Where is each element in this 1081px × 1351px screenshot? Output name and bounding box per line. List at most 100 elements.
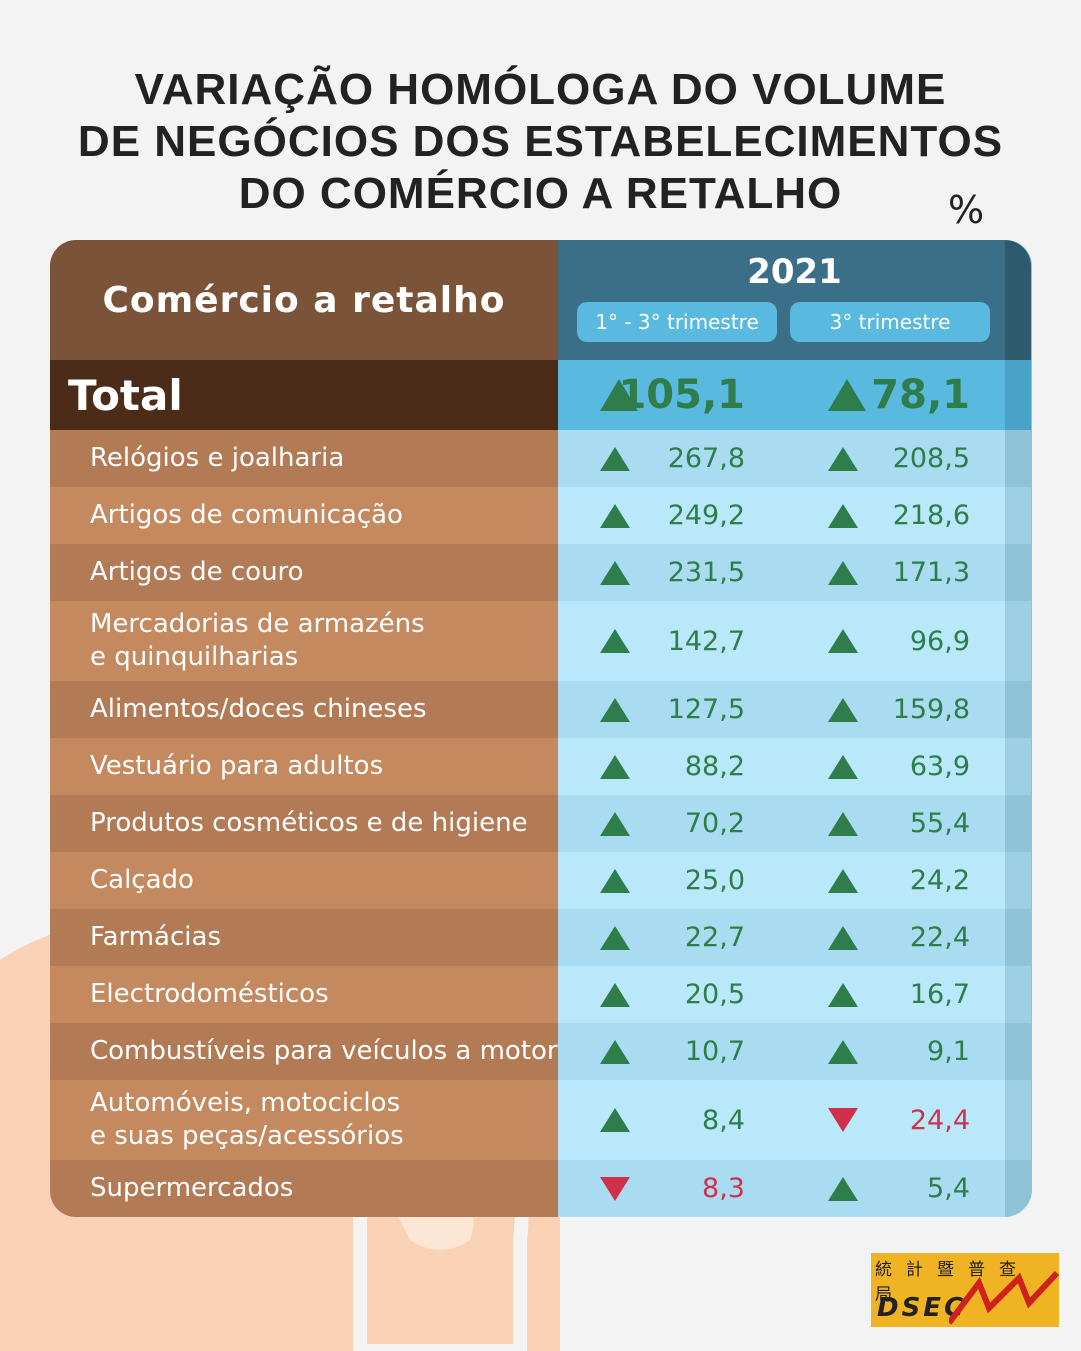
trend-arrow <box>600 503 630 528</box>
trend-arrow <box>828 629 858 653</box>
trend-arrow <box>828 446 858 471</box>
trend-arrow <box>828 697 858 722</box>
row-left <box>50 852 558 909</box>
trend-arrow <box>828 503 858 528</box>
row-label: Alimentos/doces chineses <box>90 694 427 724</box>
value: 5,4 <box>927 1173 970 1204</box>
trend-arrow <box>828 1039 858 1064</box>
trend-arrow <box>600 1176 630 1201</box>
trend-arrow <box>828 868 858 893</box>
row-rim <box>1005 966 1031 1023</box>
row-rim <box>1005 909 1031 966</box>
value: 25,0 <box>684 865 745 896</box>
value: 142,7 <box>667 625 745 657</box>
row-rim <box>1005 1023 1031 1080</box>
row-label-box: Artigos de couro <box>50 544 558 601</box>
total-label: Total <box>68 370 183 420</box>
trend-arrow <box>828 754 858 779</box>
row-left <box>50 1160 558 1217</box>
total-left <box>50 360 558 430</box>
row-rim <box>1005 430 1031 487</box>
row-label-box: Combustíveis para veículos a motor <box>50 1023 558 1080</box>
row-label-box: Supermercados <box>50 1160 558 1217</box>
trend-arrow <box>600 560 630 585</box>
year: 2021 <box>747 252 842 292</box>
row-label: Relógios e joalharia <box>90 443 345 473</box>
value: 127,5 <box>667 694 745 725</box>
row-right <box>558 1023 1005 1080</box>
value: 16,7 <box>909 979 970 1010</box>
row-label-box: Produtos cosméticos e de higiene <box>50 795 558 852</box>
column-header: 3° trimestre <box>790 302 990 342</box>
trend-arrow <box>600 868 630 893</box>
row-label: Mercadorias de armazéns <box>90 609 425 639</box>
value: 63,9 <box>909 751 970 782</box>
row-label: Artigos de comunicação <box>90 500 403 530</box>
row-left <box>50 601 558 681</box>
value: 8,4 <box>702 1104 745 1136</box>
row-label: Automóveis, motociclos <box>90 1088 401 1118</box>
trend-arrow <box>828 925 858 950</box>
row-label: Combustíveis para veículos a motor <box>90 1036 558 1066</box>
row-label-box: Alimentos/doces chineses <box>50 681 558 738</box>
row-label: Supermercados <box>90 1173 294 1203</box>
value: 218,6 <box>892 500 970 531</box>
row-label: Artigos de couro <box>90 557 304 587</box>
row-rim <box>1005 795 1031 852</box>
value: 24,2 <box>909 865 970 896</box>
row-rim <box>1005 1080 1031 1160</box>
total-rim <box>1005 360 1031 430</box>
header-rim <box>1005 240 1031 360</box>
row-label-box: Mercadorias de armazéns e quinquilharias <box>50 601 558 681</box>
column-header: 1° - 3° trimestre <box>577 302 777 342</box>
row-left <box>50 1023 558 1080</box>
row-right <box>558 1160 1005 1217</box>
value: 70,2 <box>684 808 745 839</box>
row-label: Calçado <box>90 865 194 895</box>
row-right <box>558 909 1005 966</box>
value: 8,3 <box>702 1173 745 1204</box>
trend-arrow <box>828 379 866 411</box>
row-left <box>50 544 558 601</box>
row-right <box>558 738 1005 795</box>
value: 96,9 <box>909 625 970 657</box>
row-right <box>558 795 1005 852</box>
row-left <box>50 681 558 738</box>
row-right <box>558 852 1005 909</box>
row-label-box: Artigos de comunicação <box>50 487 558 544</box>
row-right <box>558 487 1005 544</box>
trend-arrow <box>828 811 858 836</box>
row-label-box: Farmácias <box>50 909 558 966</box>
row-label-box: Calçado <box>50 852 558 909</box>
row-rim <box>1005 852 1031 909</box>
row-left <box>50 909 558 966</box>
row-right <box>558 430 1005 487</box>
trend-arrow <box>600 629 630 653</box>
value: 9,1 <box>927 1036 970 1067</box>
value: 24,4 <box>909 1104 970 1136</box>
row-right <box>558 544 1005 601</box>
row-right <box>558 601 1005 681</box>
value: 20,5 <box>684 979 745 1010</box>
row-label-box: Automóveis, motociclos e suas peças/acess… <box>50 1080 558 1160</box>
row-rim <box>1005 738 1031 795</box>
row-right <box>558 966 1005 1023</box>
value: 10,7 <box>684 1036 745 1067</box>
trend-arrow <box>600 1039 630 1064</box>
trend-arrow <box>828 560 858 585</box>
value: 267,8 <box>667 443 745 474</box>
value: 171,3 <box>892 557 970 588</box>
row-left <box>50 487 558 544</box>
trend-arrow <box>600 379 638 411</box>
value: 249,2 <box>667 500 745 531</box>
row-left <box>50 430 558 487</box>
header-label: Comércio a retalho <box>102 279 506 321</box>
row-rim <box>1005 1160 1031 1217</box>
row-rim <box>1005 487 1031 544</box>
row-rim <box>1005 681 1031 738</box>
value: 159,8 <box>892 694 970 725</box>
unit: % <box>948 188 985 232</box>
row-label: e quinquilharias <box>90 642 299 672</box>
trend-arrow <box>828 1176 858 1201</box>
